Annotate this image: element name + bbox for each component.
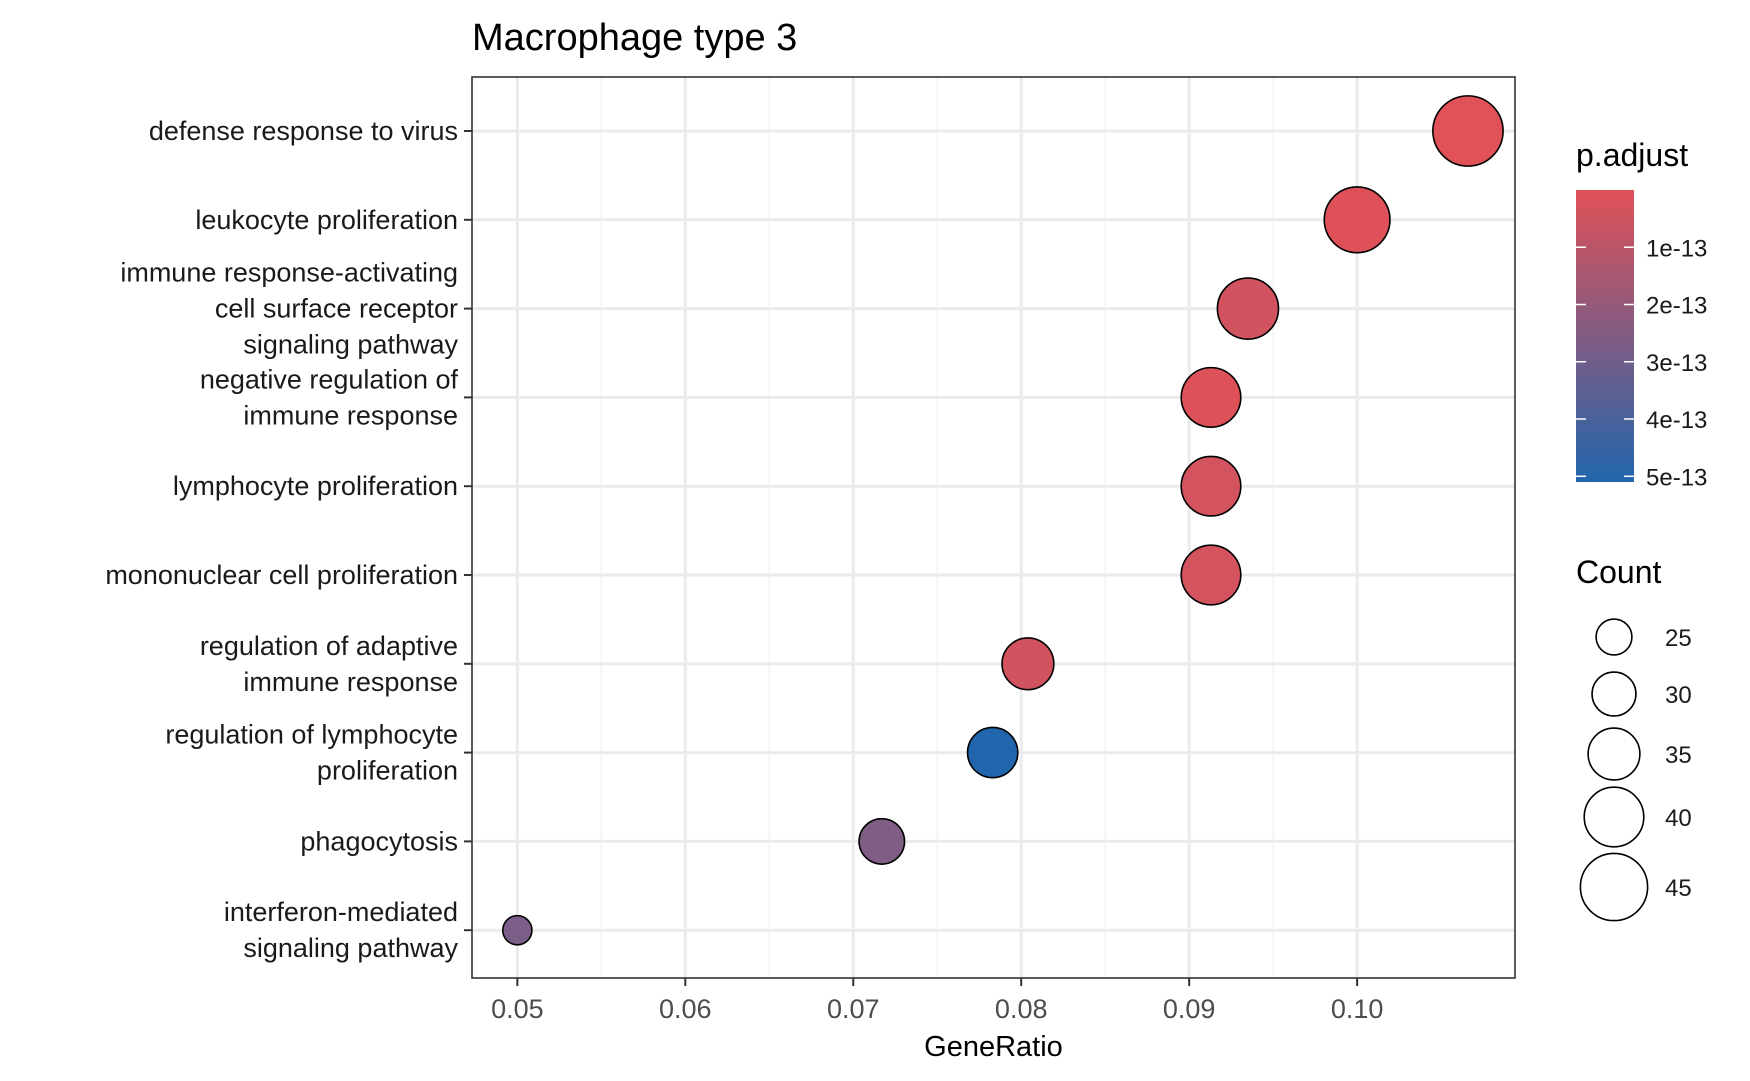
- count-legend-label: 40: [1665, 805, 1692, 832]
- count-legend-circle: [1595, 618, 1633, 656]
- x-tick-label: 0.08: [995, 994, 1048, 1024]
- colorbar-label: 3e-13: [1646, 350, 1707, 377]
- count-legend-title: Count: [1576, 554, 1662, 590]
- data-point: [1323, 186, 1391, 254]
- data-point: [1180, 544, 1242, 606]
- data-point: [501, 914, 533, 946]
- data-point: [1180, 455, 1242, 517]
- colorbar-label: 2e-13: [1646, 293, 1707, 320]
- category-label: negative regulation of immune response: [200, 364, 459, 430]
- count-legend-circle: [1591, 671, 1637, 717]
- category-label: mononuclear cell proliferation: [105, 560, 458, 590]
- data-point: [1001, 637, 1055, 691]
- count-legend-label: 25: [1665, 625, 1692, 652]
- category-label: phagocytosis: [300, 826, 458, 856]
- x-tick-label: 0.07: [827, 994, 880, 1024]
- x-axis: 0.05 0.06 0.07 0.08 0.09 0.10: [491, 978, 1383, 1024]
- plot-panel: [471, 76, 1516, 979]
- x-tick-label: 0.05: [491, 994, 544, 1024]
- x-tick-label: 0.10: [1331, 994, 1384, 1024]
- x-tick-label: 0.09: [1163, 994, 1216, 1024]
- category-label: regulation of lymphocyte proliferation: [165, 720, 458, 786]
- colorbar-label: 5e-13: [1646, 464, 1707, 491]
- category-label: lymphocyte proliferation: [173, 471, 458, 501]
- colorbar-label: 1e-13: [1646, 235, 1707, 262]
- data-point: [1180, 366, 1242, 428]
- count-legend: Count 25 30 35 40 45: [1576, 554, 1692, 922]
- chart-title: Macrophage type 3: [472, 17, 797, 59]
- category-label: immune response-activating cell surface r…: [120, 258, 458, 360]
- category-labels: defense response to virus leukocyte proli…: [105, 116, 472, 963]
- colorbar-label: 4e-13: [1646, 407, 1707, 434]
- category-label: interferon-mediated signaling pathway: [224, 897, 459, 963]
- points: [501, 95, 1504, 946]
- category-label: defense response to virus: [149, 116, 458, 146]
- data-point: [966, 726, 1019, 779]
- category-label: regulation of adaptive immune response: [200, 631, 458, 697]
- x-tick-label: 0.06: [659, 994, 712, 1024]
- count-legend-label: 30: [1665, 682, 1692, 709]
- count-legend-label: 35: [1665, 742, 1692, 769]
- count-legend-label: 45: [1665, 875, 1692, 902]
- count-legend-circle: [1587, 727, 1641, 781]
- x-axis-title: GeneRatio: [924, 1031, 1063, 1063]
- category-label: leukocyte proliferation: [195, 205, 458, 235]
- p-adjust-legend-title: p.adjust: [1576, 137, 1688, 173]
- data-point: [1216, 277, 1280, 340]
- p-adjust-legend: p.adjust 1e-13 2e-13 3e-13 4e-13 5e-13: [1576, 137, 1707, 491]
- data-point: [1432, 95, 1504, 167]
- count-legend-circle: [1579, 852, 1649, 922]
- count-legend-circle: [1583, 786, 1645, 848]
- data-point: [858, 817, 906, 865]
- p-adjust-colorbar: [1576, 190, 1634, 482]
